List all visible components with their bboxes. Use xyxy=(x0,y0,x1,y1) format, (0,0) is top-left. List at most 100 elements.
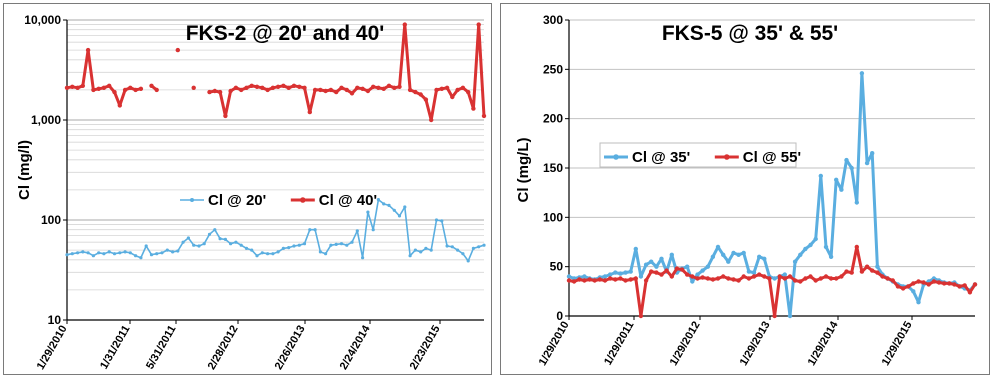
data-point xyxy=(592,278,597,283)
data-point xyxy=(654,264,659,269)
data-point xyxy=(818,276,823,281)
data-point xyxy=(477,245,481,249)
data-point xyxy=(762,274,767,279)
data-point xyxy=(757,272,762,277)
data-point xyxy=(297,243,301,247)
data-point xyxy=(101,85,107,91)
data-point xyxy=(741,274,746,279)
data-point xyxy=(715,276,721,281)
data-point xyxy=(233,85,239,91)
data-point xyxy=(808,242,813,248)
data-point xyxy=(746,269,752,274)
data-point xyxy=(81,250,85,254)
data-point xyxy=(859,269,865,274)
data-point xyxy=(386,83,392,89)
data-point xyxy=(798,279,803,284)
data-point xyxy=(254,84,260,90)
data-point xyxy=(239,243,243,247)
data-point xyxy=(97,251,101,255)
data-point xyxy=(772,313,777,319)
data-point xyxy=(128,251,132,255)
data-point xyxy=(695,272,700,277)
data-point xyxy=(434,87,439,93)
data-point xyxy=(229,242,233,246)
data-point xyxy=(834,177,839,182)
data-point xyxy=(407,87,413,93)
data-point xyxy=(792,278,798,283)
data-point xyxy=(618,276,623,281)
data-point xyxy=(566,274,572,279)
data-point xyxy=(890,278,895,283)
chart-title: FKS-2 @ 20' and 40' xyxy=(186,22,385,45)
data-point xyxy=(133,87,138,93)
data-point xyxy=(281,83,286,89)
data-point xyxy=(628,269,633,274)
data-point xyxy=(705,264,710,269)
data-point xyxy=(64,85,70,91)
data-point xyxy=(429,248,433,252)
data-point xyxy=(854,244,859,250)
data-point xyxy=(726,259,731,264)
data-point xyxy=(344,87,349,93)
data-point xyxy=(202,242,206,246)
data-point xyxy=(324,252,328,256)
data-point xyxy=(313,228,317,232)
y-axis-label: Cl (mg/l) xyxy=(16,140,33,200)
data-point xyxy=(403,205,407,209)
data-point xyxy=(607,272,613,277)
data-point xyxy=(900,286,906,291)
data-point xyxy=(397,84,402,90)
data-point xyxy=(402,22,407,27)
data-point xyxy=(392,85,397,91)
data-point xyxy=(307,109,312,115)
data-point xyxy=(649,269,654,274)
data-point xyxy=(823,244,829,250)
data-point xyxy=(275,84,281,90)
y-tick-label: 10,000 xyxy=(24,13,61,27)
data-point xyxy=(566,278,572,283)
data-point xyxy=(471,106,476,111)
data-point xyxy=(623,270,628,275)
data-point xyxy=(91,254,95,258)
data-point xyxy=(392,208,396,212)
data-point xyxy=(244,85,249,91)
data-point xyxy=(455,87,460,93)
data-point xyxy=(466,259,470,263)
data-point xyxy=(218,237,222,241)
data-point xyxy=(107,83,112,89)
y-tick-label: 0 xyxy=(556,309,563,323)
data-point xyxy=(217,89,223,95)
data-point xyxy=(213,228,217,232)
legend-marker xyxy=(300,197,306,203)
data-point xyxy=(461,252,465,256)
data-point xyxy=(318,87,323,93)
data-point xyxy=(381,86,386,92)
data-point xyxy=(376,85,381,91)
data-point xyxy=(705,276,710,281)
data-point xyxy=(700,275,705,280)
legend-marker xyxy=(190,198,194,202)
data-point xyxy=(772,276,777,281)
chart-panel-fks5 xyxy=(500,3,990,375)
data-point xyxy=(76,251,80,255)
y-tick-label: 10 xyxy=(48,313,62,327)
data-point xyxy=(864,264,870,269)
data-point xyxy=(408,254,412,258)
data-point xyxy=(906,284,911,289)
data-point xyxy=(957,284,962,289)
data-point xyxy=(102,252,106,256)
data-point xyxy=(361,256,365,260)
data-point xyxy=(186,236,190,240)
data-point xyxy=(439,86,444,92)
data-point xyxy=(844,157,849,163)
x-tick-label: 1/31/2011 xyxy=(98,324,133,372)
data-point xyxy=(762,256,767,261)
data-point xyxy=(844,269,849,274)
data-point xyxy=(839,187,844,192)
data-point xyxy=(880,274,885,279)
data-point xyxy=(123,250,127,254)
data-point xyxy=(96,86,101,92)
data-point xyxy=(355,85,360,91)
data-point xyxy=(798,252,803,257)
